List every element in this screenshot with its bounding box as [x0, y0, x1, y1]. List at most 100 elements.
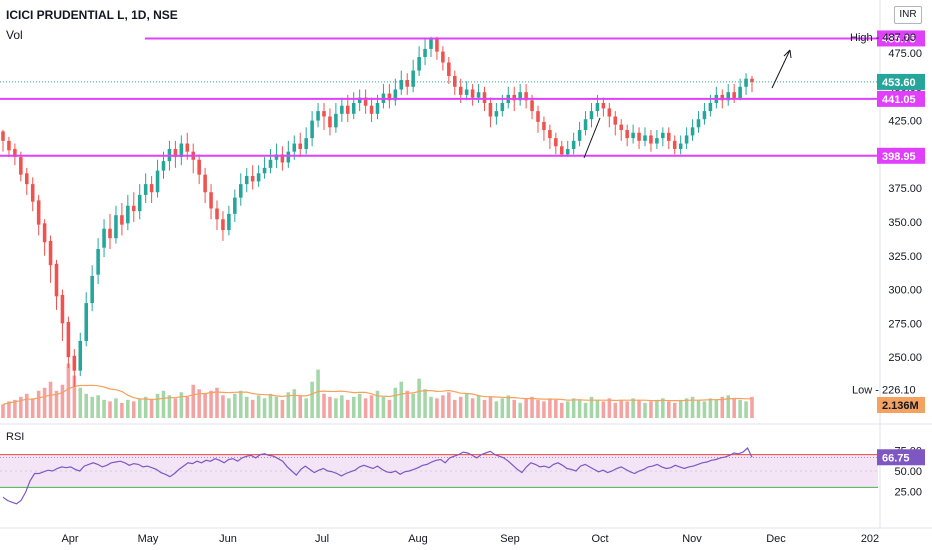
rsi-value-tag-bg [877, 449, 925, 466]
price-tick-label: 350.00 [888, 217, 922, 229]
volume-bar [197, 389, 201, 418]
candle-body [369, 105, 374, 114]
volume-bar [649, 401, 653, 418]
time-tick-label: Jun [219, 533, 237, 545]
time-tick-label: Sep [500, 533, 520, 545]
candle-body [702, 111, 707, 120]
candle-body [536, 111, 540, 122]
candle-body [274, 154, 279, 160]
volume-bar [244, 396, 249, 418]
volume-bar [274, 396, 279, 418]
volume-bar [452, 399, 457, 418]
volume-bar [161, 390, 166, 418]
candle-body [126, 205, 130, 224]
level-lines [0, 37, 878, 159]
candle-body [227, 213, 231, 231]
volume-bar [13, 399, 17, 418]
volume-legend-label[interactable]: Vol [6, 28, 23, 42]
volume-bar [340, 395, 344, 418]
rsi-value-tag: 66.75 [877, 449, 925, 466]
volume-bar [738, 399, 742, 418]
volume-bar [524, 398, 528, 418]
candle-body [387, 93, 392, 101]
candle-body [458, 86, 463, 95]
volume-bar [500, 398, 505, 418]
candle-body [411, 70, 415, 87]
candle-body [322, 111, 326, 117]
candle-body [19, 157, 23, 175]
candle-body [48, 240, 53, 266]
candle-body [90, 276, 94, 304]
candle-body [595, 103, 600, 112]
volume-bar [482, 399, 487, 418]
candle-body [548, 130, 552, 139]
candle-body [661, 132, 665, 139]
current-price-tag: 453.60 [877, 73, 925, 90]
candle-body [672, 140, 677, 149]
candle-body [310, 120, 314, 139]
rsi-value-tag-text: 66.75 [882, 452, 910, 464]
volume-bar [571, 398, 576, 418]
candle-body [494, 111, 499, 117]
volume-bar [256, 395, 261, 418]
candle-body [13, 148, 17, 158]
rsi-legend-label[interactable]: RSI [6, 431, 25, 443]
volume-bar [54, 390, 59, 418]
volume-bar [286, 392, 291, 418]
candle-body [108, 228, 112, 239]
candle-body [512, 94, 517, 101]
candle-body [221, 219, 225, 231]
candle-body [601, 103, 606, 109]
candle-body [613, 116, 618, 125]
candle-body [203, 174, 207, 193]
current-price-tag-text: 453.60 [882, 77, 916, 89]
candle-body [423, 48, 427, 58]
candle-body [565, 148, 570, 155]
price-tick-label: 425.00 [888, 116, 922, 128]
candle-body [655, 138, 659, 144]
volume-bar [750, 396, 754, 418]
volume-bar [322, 393, 326, 418]
volume-bar [298, 395, 303, 418]
volume-bar [369, 395, 374, 418]
volume-bar [48, 381, 53, 418]
volume-bar [209, 390, 213, 418]
volume-bar [42, 387, 47, 418]
rsi-line [2, 447, 753, 505]
candle-body [631, 132, 635, 139]
candle-body [30, 184, 35, 202]
volume-bar [96, 395, 100, 418]
candle-body [678, 143, 683, 149]
price-tick-label: 275.00 [888, 318, 922, 330]
volume-bar [661, 398, 665, 418]
volume-bar [429, 396, 433, 418]
currency-badge[interactable]: INR [894, 6, 922, 24]
symbol-title[interactable]: ICICI PRUDENTIAL L, 1D, NSE [6, 8, 178, 22]
level-tag-485-text: 485.75 [882, 33, 916, 45]
candle-body [744, 78, 748, 87]
candle-body [684, 135, 689, 144]
trend-arrow [771, 49, 791, 89]
candle-body [429, 39, 433, 49]
candle-body [637, 132, 641, 141]
volume-bar [589, 396, 594, 418]
candle-body [464, 89, 469, 95]
volume-bar [155, 393, 160, 418]
volume-bar [559, 402, 564, 418]
time-tick-label: Dec [766, 533, 786, 545]
volume-bar [411, 393, 415, 418]
volume-bar [720, 396, 725, 418]
volume-bar [90, 396, 94, 418]
volume-bar [363, 398, 368, 418]
volume-bar [191, 384, 196, 418]
candle-body [393, 89, 398, 101]
volume-bar [262, 398, 267, 418]
volume-bar [227, 398, 231, 418]
candle-body [280, 154, 285, 163]
candle-body [185, 143, 190, 152]
volume-bar [24, 393, 29, 418]
volume-bar [310, 381, 314, 418]
volume-bar [173, 398, 178, 418]
level-tag-398-text: 398.95 [882, 151, 916, 163]
